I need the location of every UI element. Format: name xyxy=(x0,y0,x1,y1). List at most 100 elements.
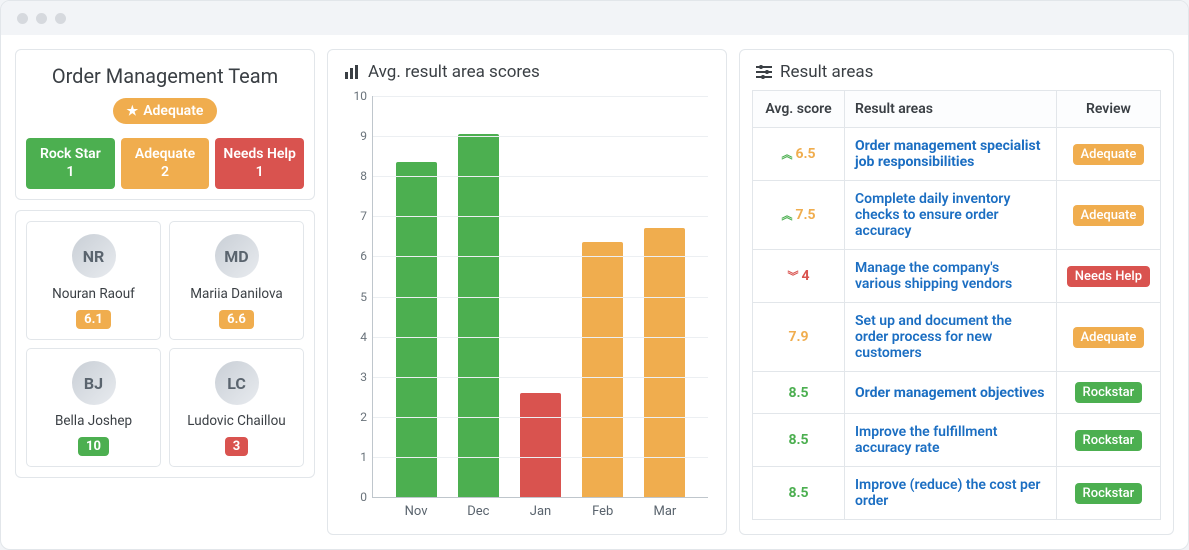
status-tiles-row: Rock Star 1 Adequate 2 Needs Help1 xyxy=(26,138,304,189)
status-count: 1 xyxy=(30,164,111,182)
chart-bar[interactable] xyxy=(520,393,561,497)
star-icon: ★ xyxy=(127,104,139,119)
review-badge: Rockstar xyxy=(1075,430,1143,451)
people-panel: NRNouran Raouf6.1MDMariia Danilova6.6BJB… xyxy=(15,210,315,478)
y-axis-label: 2 xyxy=(345,410,367,424)
overall-status-label: Adequate xyxy=(143,103,203,119)
y-axis-label: 4 xyxy=(345,330,367,344)
y-axis-label: 1 xyxy=(345,450,367,464)
window-control-min[interactable] xyxy=(36,13,47,24)
review-badge: Adequate xyxy=(1073,144,1145,165)
status-count: 2 xyxy=(125,164,206,182)
team-panel: Order Management Team ★ Adequate Rock St… xyxy=(15,49,315,200)
table-row: 8.5 Improve the fulfillment accuracy rate… xyxy=(753,414,1161,467)
left-column: Order Management Team ★ Adequate Rock St… xyxy=(15,49,315,535)
avatar: BJ xyxy=(72,361,116,405)
col-review: Review xyxy=(1056,91,1160,128)
chart-bar[interactable] xyxy=(396,162,437,497)
result-area-link[interactable]: Improve the fulfillment accuracy rate xyxy=(855,424,997,456)
result-area-link[interactable]: Manage the company's various shipping ve… xyxy=(855,260,1012,292)
result-area-link[interactable]: Improve (reduce) the cost per order xyxy=(855,477,1040,509)
bar-chart-icon xyxy=(344,64,360,80)
chart-bar[interactable] xyxy=(582,242,623,497)
trend-down-icon: ︾ xyxy=(787,271,798,282)
window-control-max[interactable] xyxy=(55,13,66,24)
person-card[interactable]: BJ Bella Joshep 10 xyxy=(26,348,161,467)
grid-line xyxy=(373,216,708,217)
chart-area: NovDecJanFebMar 0 1 2 3 4 5 6 7 8 9 10 xyxy=(328,90,726,534)
avatar: NR xyxy=(72,234,116,278)
avatar: LC xyxy=(215,361,259,405)
status-tile[interactable]: Needs Help1 xyxy=(215,138,304,189)
team-title: Order Management Team xyxy=(26,64,304,88)
x-axis-label: Nov xyxy=(385,504,447,519)
result-area-link[interactable]: Set up and document the order process fo… xyxy=(855,313,1012,361)
table-row: 8.5 Improve (reduce) the cost per order Ro… xyxy=(753,467,1161,520)
avg-score: 8.5 xyxy=(788,485,808,501)
y-axis-label: 10 xyxy=(345,89,367,103)
status-label: Rock Star xyxy=(40,146,101,162)
result-area-link[interactable]: Order management specialist job responsi… xyxy=(855,138,1040,170)
person-name: Bella Joshep xyxy=(33,413,154,429)
result-table-body: ︽ 6.5 Order management specialist job res… xyxy=(753,128,1161,520)
y-axis-label: 6 xyxy=(345,249,367,263)
x-axis-label: Feb xyxy=(572,504,634,519)
y-axis-label: 0 xyxy=(345,490,367,504)
status-label: Adequate xyxy=(135,146,195,162)
sliders-icon xyxy=(756,64,772,80)
chart-bar[interactable] xyxy=(458,134,499,497)
avg-score: ︾ 4 xyxy=(787,268,809,284)
avg-score: 7.9 xyxy=(788,329,808,345)
grid-line xyxy=(373,136,708,137)
result-area-link[interactable]: Order management objectives xyxy=(855,385,1044,401)
x-axis-label: Mar xyxy=(634,504,696,519)
status-count: 1 xyxy=(219,164,300,182)
app-window: Order Management Team ★ Adequate Rock St… xyxy=(0,0,1189,550)
person-card[interactable]: MDMariia Danilova6.6 xyxy=(169,221,304,340)
y-axis-label: 3 xyxy=(345,370,367,384)
review-badge: Rockstar xyxy=(1075,382,1143,403)
avg-score: ︽ 6.5 xyxy=(781,146,815,162)
person-score-badge: 3 xyxy=(225,437,248,456)
person-card[interactable]: LCLudovic Chaillou3 xyxy=(169,348,304,467)
result-areas-header: Result areas xyxy=(740,50,1173,90)
table-row: 7.9 Set up and document the order process… xyxy=(753,303,1161,372)
col-avg-score: Avg. score xyxy=(753,91,845,128)
avg-score: 8.5 xyxy=(788,432,808,448)
y-axis-label: 9 xyxy=(345,129,367,143)
content-row: Order Management Team ★ Adequate Rock St… xyxy=(1,35,1188,549)
y-axis-label: 5 xyxy=(345,290,367,304)
x-axis-label: Jan xyxy=(509,504,571,519)
person-card[interactable]: NR Nouran Raouf 6.1 xyxy=(26,221,161,340)
window-control-close[interactable] xyxy=(17,13,28,24)
people-grid: NRNouran Raouf6.1MDMariia Danilova6.6BJB… xyxy=(26,221,304,467)
table-row: 8.5Order management objectivesRockstar xyxy=(753,372,1161,414)
table-header-row: Avg. score Result areas Review xyxy=(753,91,1161,128)
grid-line xyxy=(373,96,708,97)
person-name: Nouran Raouf xyxy=(33,286,154,302)
x-axis-label: Dec xyxy=(447,504,509,519)
grid-line xyxy=(373,417,708,418)
table-row: ︽ 7.5Complete daily inventory checks to … xyxy=(753,181,1161,250)
chart-plot: NovDecJanFebMar 012345678910 xyxy=(372,96,708,498)
status-tile[interactable]: Adequate 2 xyxy=(121,138,210,189)
person-score-badge: 6.6 xyxy=(219,310,254,329)
person-name: Mariia Danilova xyxy=(176,286,297,302)
col-result-areas: Result areas xyxy=(845,91,1057,128)
review-badge: Rockstar xyxy=(1075,483,1143,504)
grid-line xyxy=(373,337,708,338)
person-score-badge: 6.1 xyxy=(76,310,111,329)
y-axis-label: 8 xyxy=(345,169,367,183)
result-area-link[interactable]: Complete daily inventory checks to ensur… xyxy=(855,191,1010,239)
result-table-wrap: Avg. score Result areas Review ︽ 6.5 Orde… xyxy=(740,90,1173,534)
person-score-badge: 10 xyxy=(78,437,109,456)
table-row: ︽ 6.5 Order management specialist job res… xyxy=(753,128,1161,181)
table-row: ︾ 4 Manage the company's various shipping… xyxy=(753,250,1161,303)
result-table: Avg. score Result areas Review ︽ 6.5 Orde… xyxy=(752,90,1161,520)
grid-line xyxy=(373,297,708,298)
chart-panel: Avg. result area scores NovDecJanFebMar … xyxy=(327,49,727,535)
review-badge: Adequate xyxy=(1073,327,1145,348)
y-axis-label: 7 xyxy=(345,209,367,223)
chart-header: Avg. result area scores xyxy=(328,50,726,90)
status-tile[interactable]: Rock Star 1 xyxy=(26,138,115,189)
